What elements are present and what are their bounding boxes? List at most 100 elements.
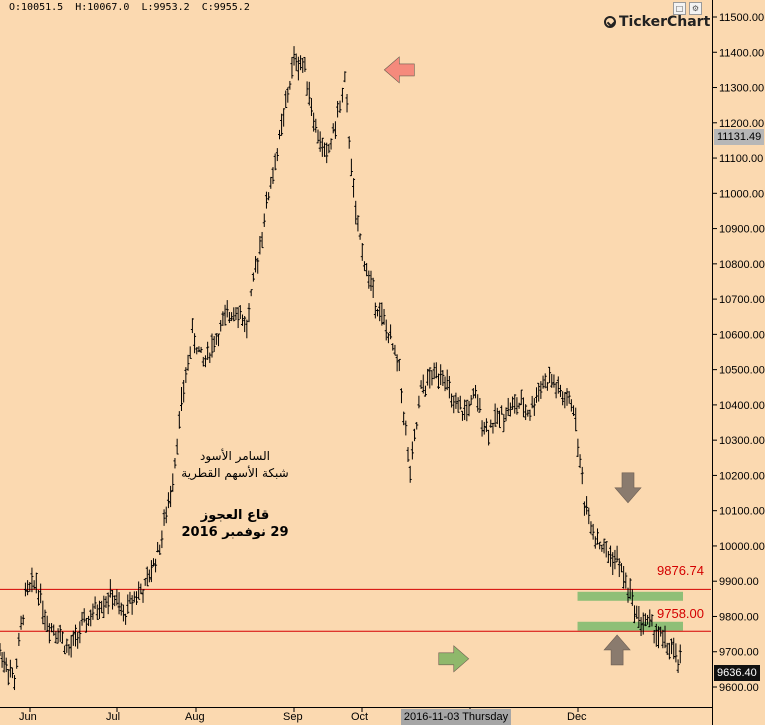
price-bar xyxy=(622,565,626,589)
price-bar xyxy=(173,458,177,469)
price-bar xyxy=(661,629,665,649)
price-bar xyxy=(589,521,593,535)
price-bar xyxy=(641,612,645,635)
price-bar xyxy=(34,572,38,594)
price-bar xyxy=(299,55,303,71)
price-bar xyxy=(296,56,300,81)
price-bar xyxy=(659,626,663,637)
price-bar xyxy=(524,404,528,421)
price-bar xyxy=(223,304,227,326)
y-tick-label: 11300.00 xyxy=(719,83,764,95)
price-bar xyxy=(294,53,298,72)
price-bar xyxy=(508,402,512,417)
price-bar xyxy=(648,609,652,628)
price-bar xyxy=(69,635,73,658)
price-bar xyxy=(65,638,69,653)
price-bar xyxy=(221,311,225,326)
price-bar xyxy=(447,375,451,399)
price-bar xyxy=(258,236,262,255)
price-bar xyxy=(217,333,221,347)
price-bar xyxy=(97,600,101,620)
price-bar xyxy=(329,138,333,150)
price-bar xyxy=(175,438,179,455)
price-bar xyxy=(408,465,412,483)
price-bar xyxy=(567,391,571,404)
price-bar xyxy=(251,272,255,282)
price-bar xyxy=(307,81,311,106)
price-bar xyxy=(23,582,27,597)
price-bar xyxy=(393,344,397,356)
price-bar xyxy=(269,176,273,189)
price-bar xyxy=(184,367,188,383)
price-bar xyxy=(243,316,247,333)
y-tick-label: 9800.00 xyxy=(719,611,759,623)
price-bar xyxy=(193,333,197,354)
price-bar xyxy=(208,352,212,363)
price-bar xyxy=(74,624,78,647)
price-bar xyxy=(519,389,523,406)
price-bar xyxy=(386,332,390,344)
price-bar xyxy=(345,94,349,113)
price-bar xyxy=(404,420,408,436)
price-bar xyxy=(288,80,292,90)
y-tick-label: 11000.00 xyxy=(719,188,764,200)
price-bar xyxy=(463,399,467,421)
price-bar xyxy=(182,379,186,403)
price-bar xyxy=(30,567,34,593)
price-bar xyxy=(56,628,60,644)
price-bar xyxy=(652,630,656,644)
price-bar xyxy=(367,270,371,289)
price-bar xyxy=(635,605,639,619)
price-bar xyxy=(108,579,112,598)
price-bar xyxy=(262,213,266,227)
price-bar xyxy=(399,388,403,404)
price-bar xyxy=(343,71,347,83)
price-bar xyxy=(619,563,623,573)
price-bar xyxy=(0,652,4,668)
price-bar xyxy=(556,376,560,394)
price-bar xyxy=(102,595,106,619)
price-bar xyxy=(52,624,56,636)
price-bar xyxy=(502,414,506,433)
price-bar xyxy=(489,419,493,428)
price-bar xyxy=(26,580,30,596)
restore-button[interactable]: □ xyxy=(673,2,686,15)
price-bar xyxy=(663,625,667,649)
y-tick-label: 11100.00 xyxy=(719,153,763,165)
price-bar xyxy=(670,638,674,655)
price-bar xyxy=(238,305,242,319)
price-bar xyxy=(13,675,17,691)
price-bar xyxy=(450,393,454,408)
price-bar xyxy=(569,399,573,412)
logo-text: TickerChart xyxy=(619,14,711,30)
price-bar xyxy=(104,596,108,608)
price-bar xyxy=(552,374,556,388)
price-bar xyxy=(236,307,240,329)
price-bar xyxy=(78,621,82,644)
price-bar xyxy=(476,394,480,412)
price-bar xyxy=(284,90,288,109)
price-bar xyxy=(347,136,351,149)
price-bar xyxy=(4,657,8,673)
price-bar xyxy=(8,659,12,678)
price-bar xyxy=(54,631,58,644)
price-bar xyxy=(554,382,558,399)
price-bar xyxy=(58,624,62,642)
price-bar xyxy=(667,642,671,660)
price-bar xyxy=(91,603,95,620)
price-bar xyxy=(539,381,543,399)
price-bar xyxy=(572,405,576,416)
price-bar xyxy=(493,403,497,427)
price-bar xyxy=(134,591,138,605)
settings-button[interactable]: ⚙ xyxy=(689,2,702,15)
price-bar xyxy=(460,410,464,421)
price-bar xyxy=(50,623,54,633)
price-bar xyxy=(47,623,51,644)
price-bar xyxy=(336,100,340,118)
price-bar xyxy=(143,577,147,586)
price-bar xyxy=(482,421,486,435)
low-value: L:9953.2 xyxy=(141,2,190,13)
price-bar xyxy=(115,589,119,606)
price-bar xyxy=(469,395,473,406)
